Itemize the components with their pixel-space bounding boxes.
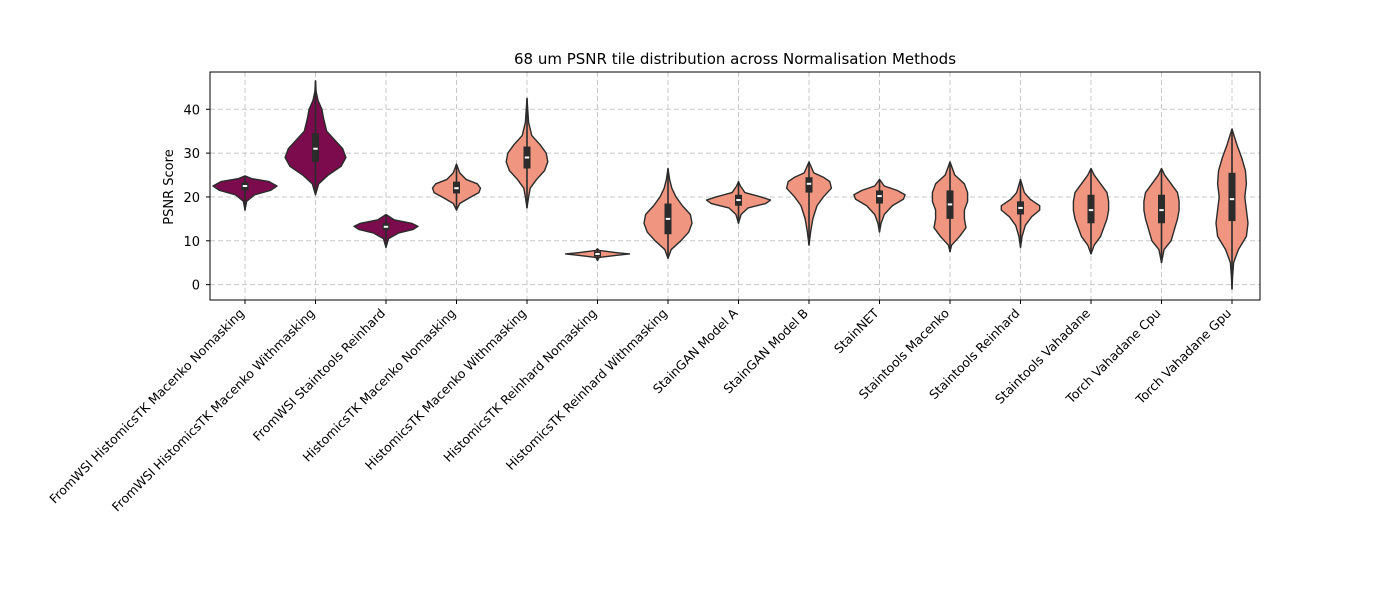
violin-iqr-box (805, 177, 813, 193)
y-tick-label: 0 (192, 279, 200, 294)
x-tick-label: HistomicsTK Reinhard Withmasking (503, 306, 670, 473)
x-tick-label: FromWSI Staintools Reinhard (250, 306, 388, 444)
x-tick-label: HistomicsTK Macenko Nomasking (299, 306, 458, 465)
y-tick-label: 30 (183, 147, 200, 162)
chart-title: 68 um PSNR tile distribution across Norm… (514, 50, 956, 68)
plot-frame (209, 71, 1261, 301)
y-axis-ticks: 0 10 20 30 40 (183, 103, 210, 294)
violin-iqr-box (1158, 194, 1165, 224)
violins (212, 80, 1249, 290)
violin-iqr-box (312, 133, 319, 162)
y-tick-label: 10 (183, 235, 200, 250)
x-tick-label: StainNET (831, 305, 882, 356)
violin-iqr-box (1087, 194, 1095, 224)
x-axis-ticks: FromWSI HistomicsTK Macenko NomaskingFro… (46, 300, 1234, 514)
x-tick-label: HistomicsTK Reinhard Nomasking (440, 306, 599, 465)
y-axis-label: PSNR Score (162, 149, 177, 224)
violin-iqr-box (1228, 172, 1236, 222)
y-tick-label: 20 (183, 191, 200, 206)
y-tick-label: 40 (183, 103, 200, 118)
